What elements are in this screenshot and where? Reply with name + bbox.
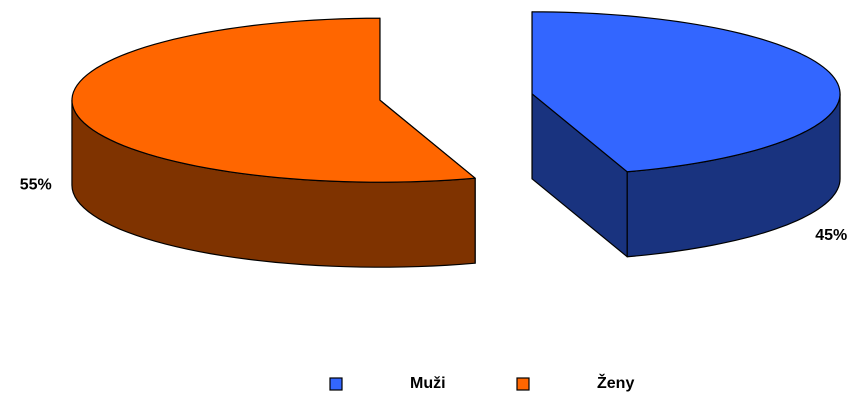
- slice: [531, 11, 841, 173]
- data-label: 55%: [20, 176, 52, 193]
- legend-swatch: [516, 377, 530, 391]
- legend-swatch: [329, 377, 343, 391]
- data-label: 45%: [815, 227, 847, 244]
- legend-label: Ženy: [597, 373, 634, 392]
- legend-label: Muži: [410, 375, 446, 392]
- slice: [71, 17, 476, 183]
